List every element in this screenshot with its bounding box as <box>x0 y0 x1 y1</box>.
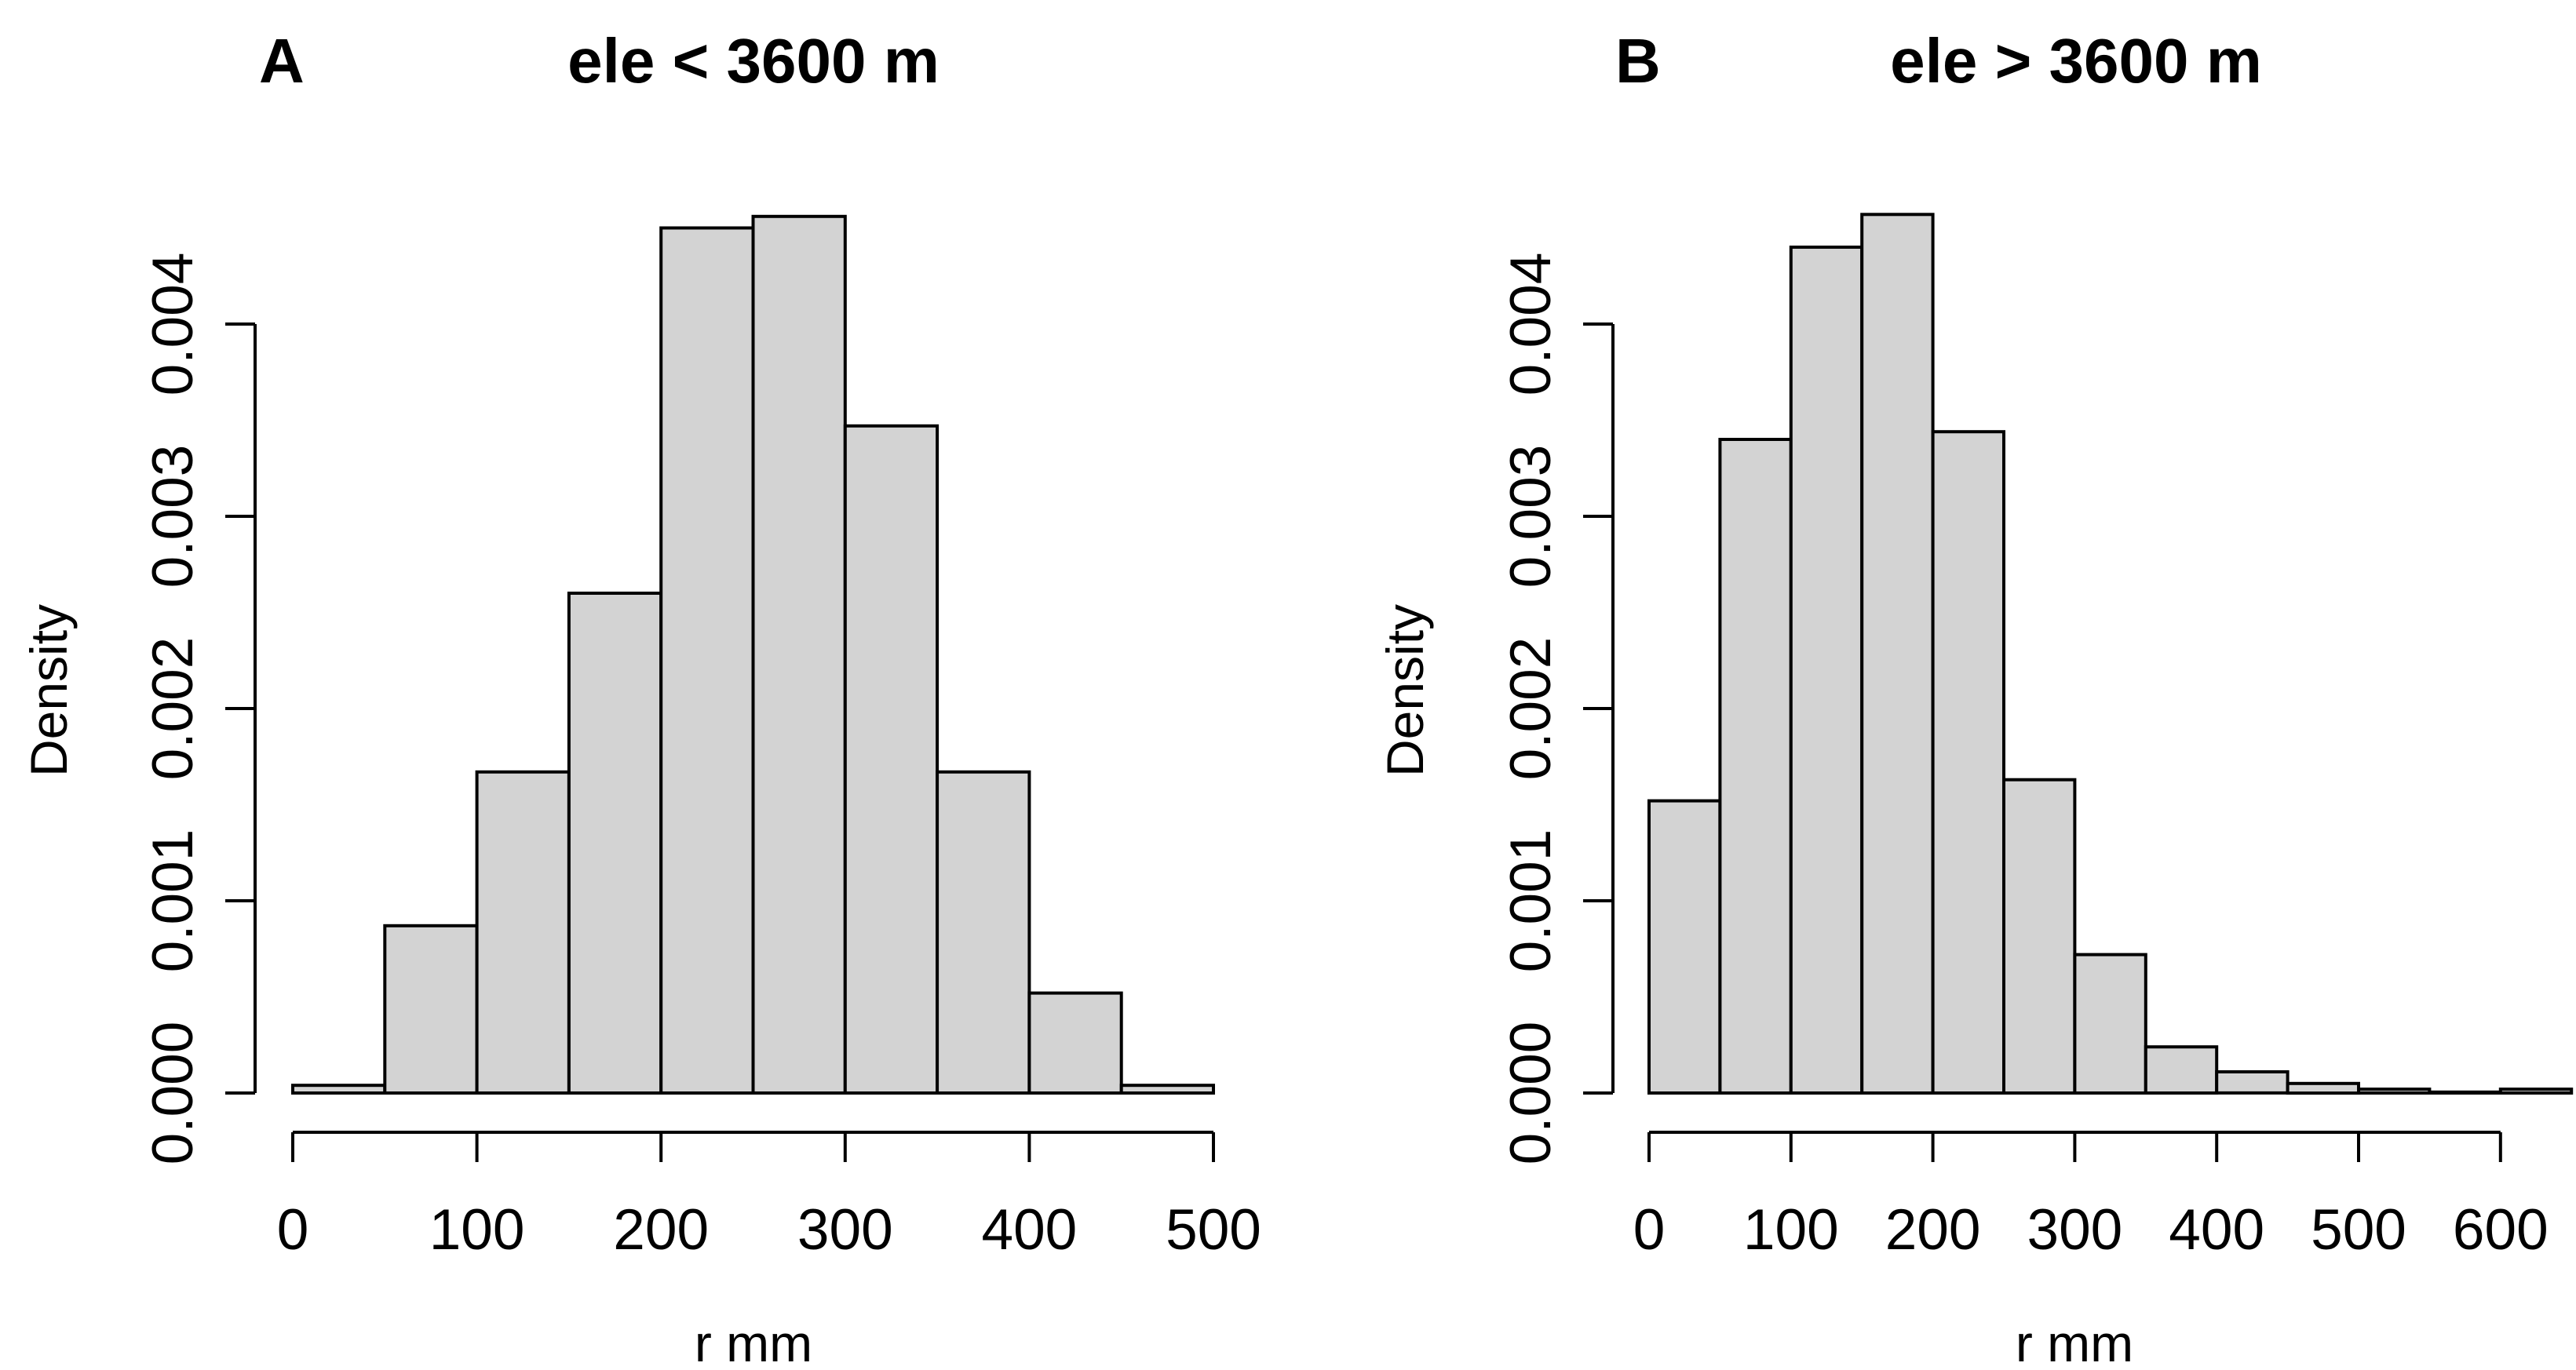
y-axis-title-b: Density <box>1376 604 1434 777</box>
histogram-bar <box>843 424 940 1095</box>
x-tick-label: 300 <box>797 1198 893 1262</box>
histogram-bar <box>936 770 1031 1095</box>
histogram-bars <box>1647 213 2574 1095</box>
histogram-bar <box>2002 778 2077 1095</box>
y-tick-label: 0.002 <box>141 637 205 781</box>
panel-letter-b: B <box>1615 26 1661 96</box>
y-tick-label: 0.003 <box>1499 445 1563 588</box>
x-axis-title-a: r mm <box>695 1314 812 1370</box>
histogram-bar <box>475 770 571 1095</box>
panel-title-a: ele < 3600 m <box>567 26 940 96</box>
histogram-bar <box>751 214 847 1095</box>
histogram-bar <box>1119 1084 1215 1095</box>
x-tick-label: 100 <box>1743 1198 1839 1262</box>
x-tick-label: 600 <box>2453 1198 2549 1262</box>
histogram-bar <box>2428 1090 2502 1095</box>
histogram-bar <box>567 592 663 1095</box>
histogram-bar <box>1860 213 1935 1095</box>
histogram-bar <box>383 924 479 1095</box>
histogram-bar <box>2498 1088 2574 1095</box>
histogram-bar <box>2357 1088 2432 1095</box>
x-tick-label: 0 <box>277 1198 309 1262</box>
x-tick-label: 400 <box>2169 1198 2264 1262</box>
panel-letter-a: A <box>259 26 305 96</box>
y-tick-label: 0.003 <box>141 445 205 588</box>
y-tick-label: 0.001 <box>1499 829 1563 973</box>
histogram-bar <box>1931 430 2006 1095</box>
y-tick-label: 0.000 <box>1499 1022 1563 1165</box>
histogram-bar <box>1718 438 1793 1095</box>
histogram-bar <box>1789 246 1864 1095</box>
histogram-bar <box>2144 1045 2219 1095</box>
x-tick-label: 200 <box>613 1198 709 1262</box>
x-tick-label: 500 <box>1166 1198 1261 1262</box>
x-axis: 0 100 200 300 400 500 600 <box>1633 1131 2549 1262</box>
histogram-bar <box>659 226 755 1095</box>
histogram-panel-a: 0.000 0.001 0.002 0.003 0.004 0 100 200 300 400 50… <box>141 214 1261 1262</box>
y-axis-title-a: Density <box>20 604 78 777</box>
x-tick-label: 400 <box>981 1198 1077 1262</box>
y-axis: 0.000 0.001 0.002 0.003 0.004 <box>1499 253 1615 1165</box>
y-tick-label: 0.004 <box>141 253 205 396</box>
histogram-bar <box>2215 1070 2290 1095</box>
y-tick-label: 0.000 <box>141 1022 205 1165</box>
x-axis: 0 100 200 300 400 500 <box>277 1131 1261 1262</box>
x-axis-title-b: r mm <box>2016 1314 2133 1370</box>
histogram-bar <box>2286 1081 2361 1095</box>
histogram-bar <box>1647 799 1722 1095</box>
histogram-bar <box>291 1084 387 1095</box>
histogram-bars <box>291 214 1215 1095</box>
x-tick-label: 200 <box>1885 1198 1981 1262</box>
histogram-panel-b: 0.000 0.001 0.002 0.003 0.004 0 100 200 300 400 50… <box>1499 213 2574 1262</box>
x-tick-label: 0 <box>1633 1198 1666 1262</box>
x-tick-label: 100 <box>429 1198 525 1262</box>
y-axis: 0.000 0.001 0.002 0.003 0.004 <box>141 253 257 1165</box>
panel-title-b: ele > 3600 m <box>1890 26 2262 96</box>
y-tick-label: 0.002 <box>1499 637 1563 781</box>
histogram-bar <box>1027 991 1123 1095</box>
histogram-bar <box>2073 953 2147 1095</box>
y-tick-label: 0.001 <box>141 829 205 973</box>
y-tick-label: 0.004 <box>1499 253 1563 396</box>
x-tick-label: 300 <box>2027 1198 2122 1262</box>
x-tick-label: 500 <box>2311 1198 2406 1262</box>
